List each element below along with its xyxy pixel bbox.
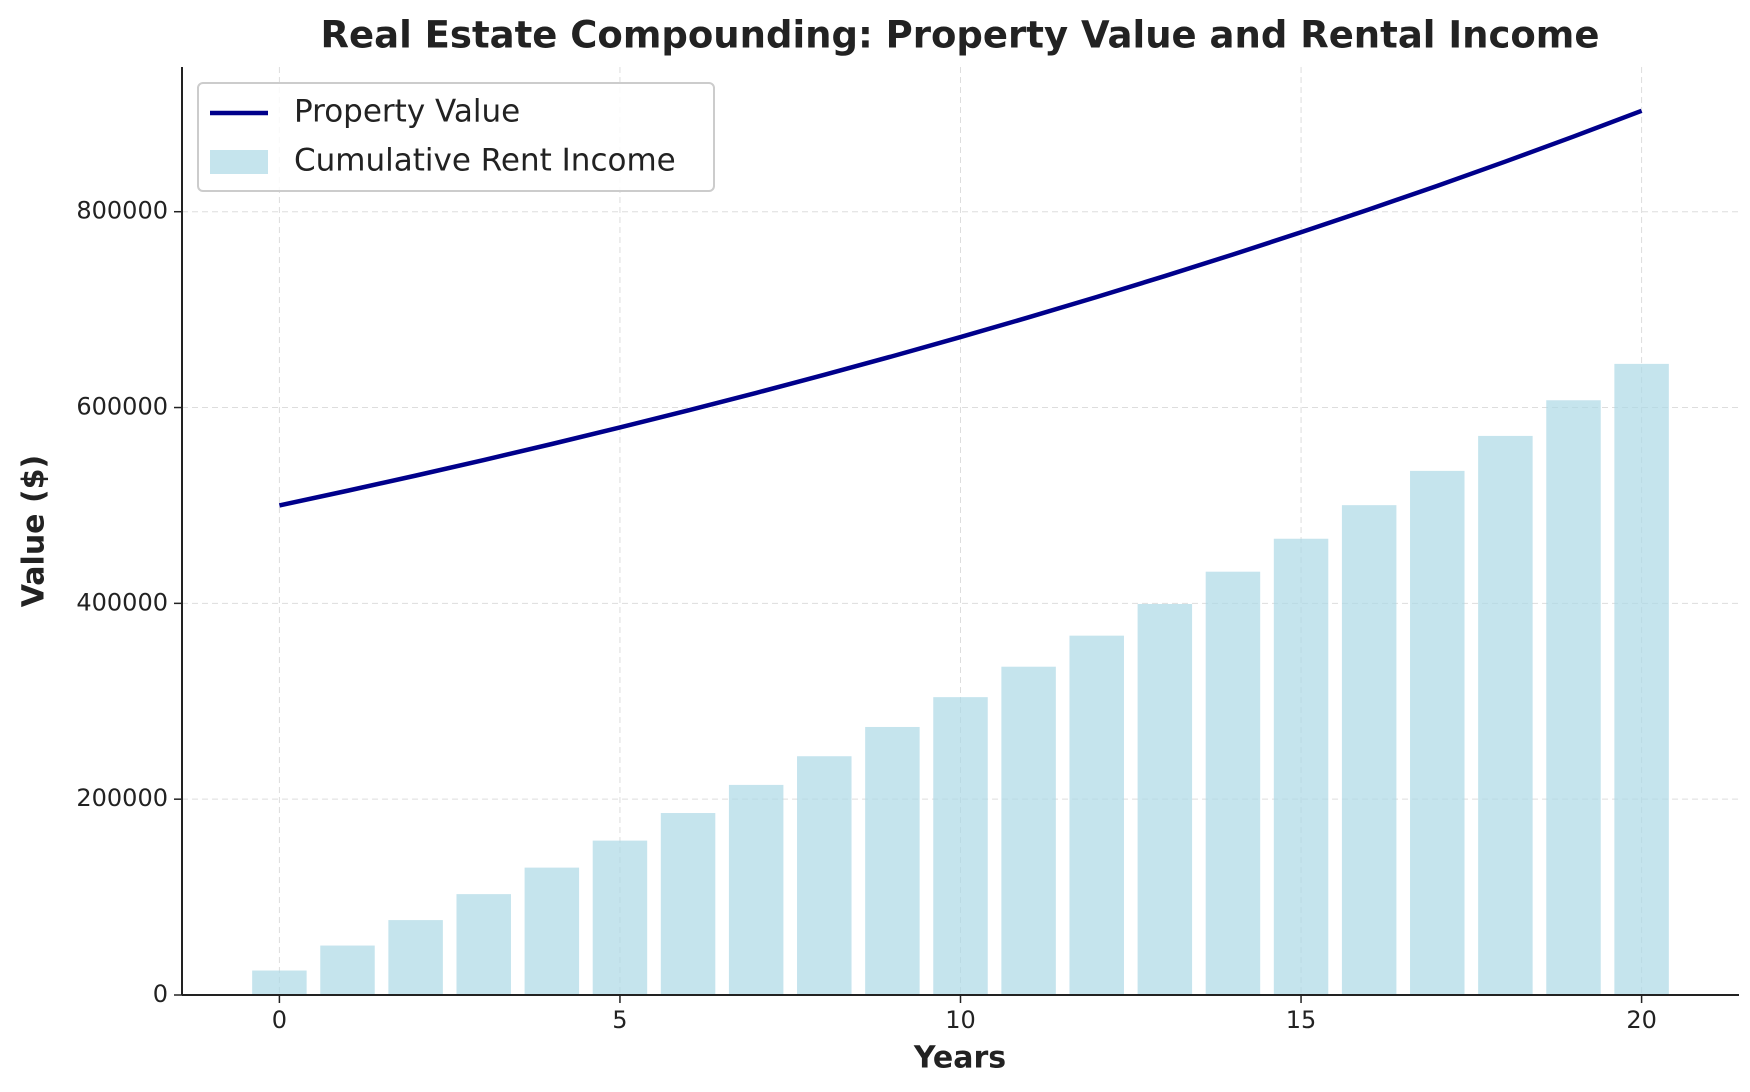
bar [1069,635,1124,995]
bar [524,867,580,995]
x-tick-label: 5 [612,1006,627,1034]
x-axis-label: Years [913,1041,1006,1076]
bar [252,970,307,995]
y-tick-label: 0 [153,980,168,1008]
x-tick-label: 0 [272,1006,287,1034]
bar [660,813,716,995]
chart-title: Real Estate Compounding: Property Value … [321,14,1600,57]
bar [1001,666,1056,995]
y-tick-label: 200000 [76,784,168,812]
y-axis-label: Value ($) [17,455,52,608]
legend-swatch [210,150,268,174]
legend-label: Cumulative Rent Income [294,143,676,179]
bar [797,756,852,995]
bar [592,840,648,995]
bar [1546,400,1601,995]
bar [1341,505,1397,995]
bar [933,697,988,995]
bar [1273,538,1329,995]
y-tick-label: 800000 [76,197,168,225]
bar [1205,571,1261,995]
legend-label: Property Value [294,94,520,130]
x-tick-label: 10 [945,1006,976,1034]
bar [865,726,920,995]
y-tick-label: 600000 [76,393,168,421]
bar [1614,363,1669,995]
bar [1137,603,1193,995]
line [278,108,1643,508]
x-tick-label: 20 [1626,1006,1657,1034]
legend-box [197,82,715,192]
bar [1410,470,1465,995]
y-tick-label: 400000 [76,588,168,616]
bar [388,920,443,995]
bar [1478,435,1533,995]
x-tick-label: 15 [1286,1006,1317,1034]
bar [728,784,784,995]
bar [456,894,511,995]
bar [320,945,375,995]
